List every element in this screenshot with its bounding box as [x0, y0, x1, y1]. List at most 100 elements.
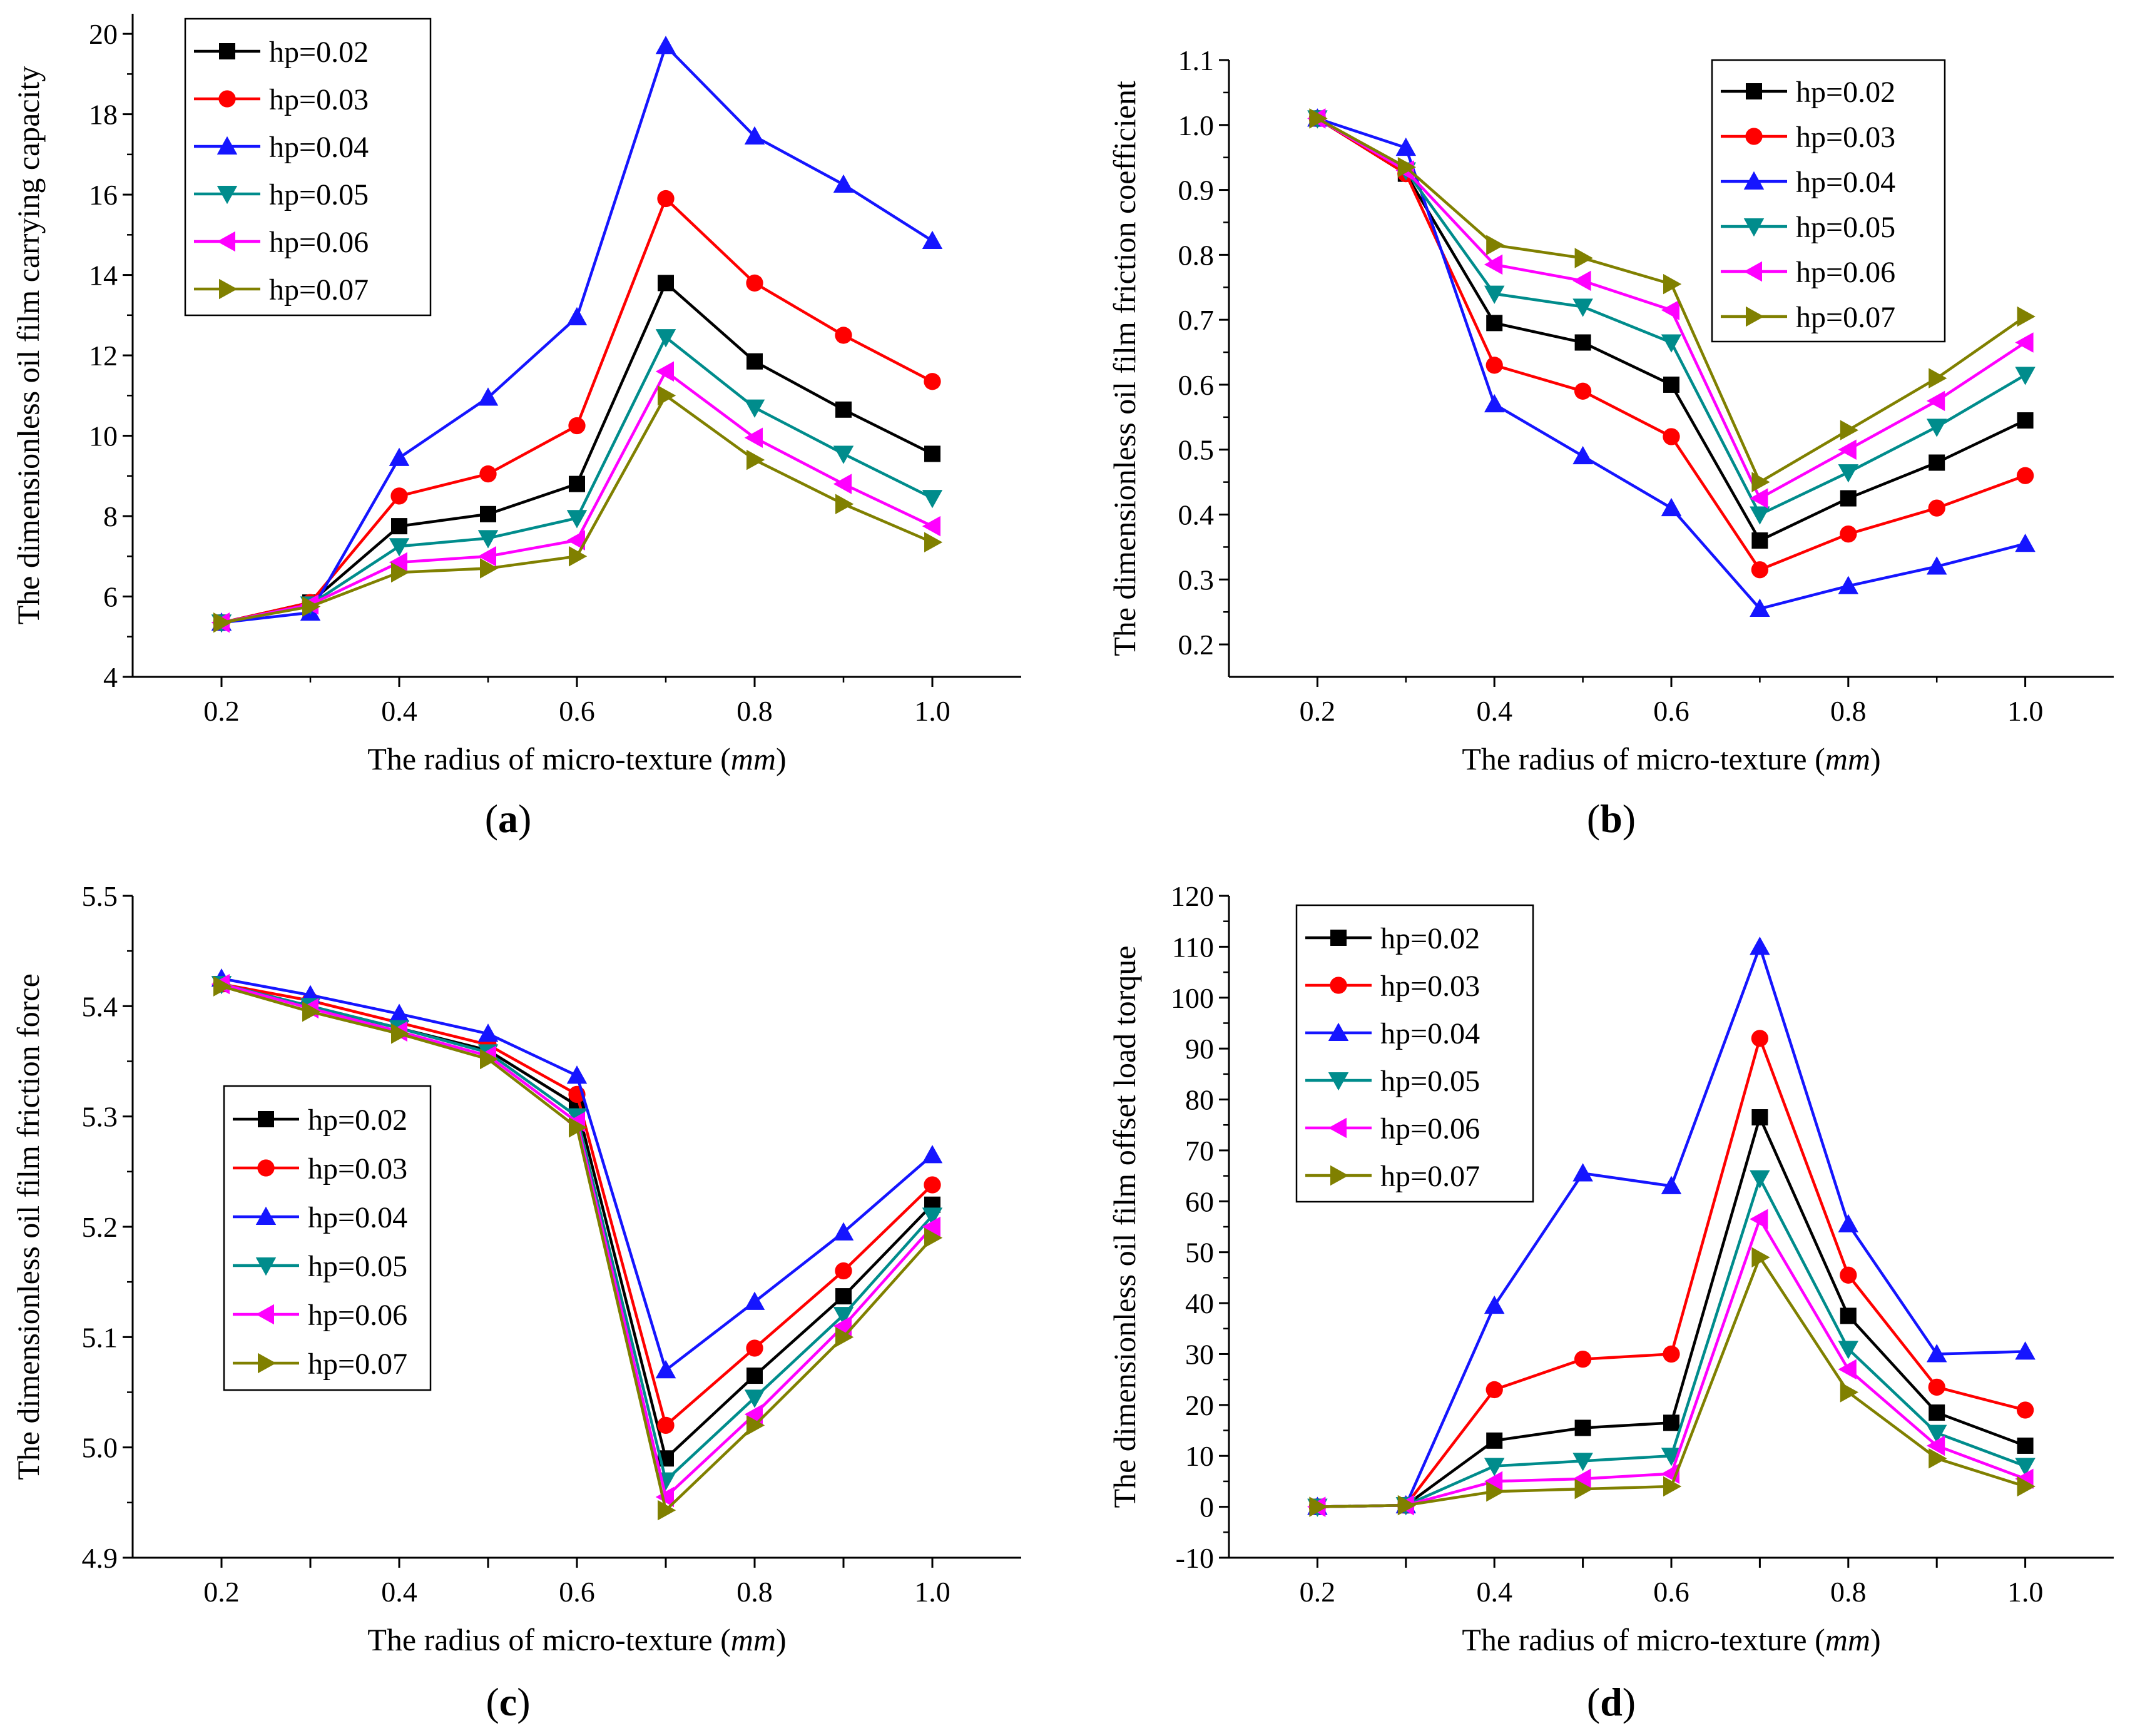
- x-axis-label: The radius of micro-texture (mm): [367, 741, 786, 776]
- legend-label: hp=0.05: [308, 1250, 407, 1283]
- data-point: [744, 427, 763, 449]
- x-tick-label: 0.6: [1653, 1576, 1689, 1608]
- y-axis-label: The dimensionless oil film friction coef…: [1107, 81, 1142, 656]
- legend: hp=0.02 hp=0.03 hp=0.04 hp=0.05 hp=0.06 hp=0.…: [184, 18, 432, 317]
- data-point: [655, 329, 676, 348]
- legend-label: hp=0.07: [308, 1348, 407, 1381]
- legend-label: hp=0.07: [1796, 301, 1895, 334]
- data-point: [1838, 439, 1857, 460]
- data-point: [1663, 1345, 1680, 1363]
- legend-marker: [255, 1257, 277, 1276]
- y-tick-label: 6: [103, 581, 118, 613]
- data-point: [2017, 412, 2034, 429]
- data-point: [1840, 420, 1859, 440]
- x-axis-label-main: The radius of micro-texture (: [1462, 741, 1825, 776]
- x-tick-label: 0.6: [559, 695, 595, 727]
- legend-label: hp=0.02: [308, 1104, 407, 1137]
- data-point: [302, 1001, 321, 1022]
- data-point: [1309, 1496, 1328, 1517]
- chart-panel-b: 0.2 0.3 0.4 0.5 0.6 0.7 0.8 0.9 1.0 1.1 0.2 0.4 0.6 0…: [1107, 44, 2114, 841]
- data-point: [1929, 1404, 1945, 1421]
- x-tick-label: 0.2: [203, 695, 240, 727]
- legend: hp=0.02 hp=0.03 hp=0.04 hp=0.05 hp=0.06 hp=0.…: [223, 1085, 432, 1391]
- panel-label-letter: a: [498, 796, 518, 841]
- data-point: [1926, 390, 1945, 412]
- data-point: [1572, 445, 1593, 465]
- y-tick-label: 40: [1185, 1287, 1214, 1319]
- x-axis-label-main: The radius of micro-texture (: [1462, 1622, 1825, 1657]
- data-point: [1838, 1214, 1859, 1232]
- legend-marker: [219, 43, 235, 59]
- data-point: [922, 1145, 943, 1164]
- data-point: [1750, 506, 1770, 525]
- legend-marker: [217, 186, 238, 205]
- legend-label: hp=0.04: [308, 1201, 407, 1234]
- legend-label: hp=0.02: [269, 36, 369, 69]
- legend-marker: [1330, 977, 1347, 994]
- data-point: [477, 530, 499, 549]
- data-point: [922, 230, 943, 249]
- x-tick-label: 0.4: [1476, 695, 1512, 727]
- y-tick-label: 5.2: [82, 1211, 118, 1243]
- data-point: [1663, 1476, 1682, 1497]
- legend-label: hp=0.05: [1796, 211, 1895, 244]
- legend-label: hp=0.03: [1796, 121, 1895, 154]
- x-tick-label: 1.0: [914, 1576, 950, 1608]
- data-point: [1484, 1458, 1505, 1476]
- legend-label: hp=0.04: [1380, 1017, 1480, 1050]
- y-tick-label: 5.3: [82, 1101, 118, 1133]
- legend-marker: [217, 136, 238, 155]
- data-point: [391, 1023, 410, 1044]
- x-tick-label: 0.2: [203, 1576, 240, 1608]
- legend-box: [1295, 904, 1534, 1203]
- data-point: [1574, 1419, 1591, 1436]
- data-point: [1574, 382, 1592, 400]
- x-tick-label: 1.0: [914, 695, 950, 727]
- data-point: [1838, 1359, 1857, 1380]
- y-tick-label: 90: [1185, 1033, 1214, 1065]
- data-point: [1661, 334, 1682, 353]
- data-point: [480, 1048, 499, 1070]
- panel-label-open: (: [485, 796, 498, 841]
- y-tick-label: 50: [1185, 1237, 1214, 1269]
- data-point: [566, 1065, 588, 1084]
- legend-label: hp=0.04: [1796, 166, 1895, 199]
- x-axis-label-close: ): [776, 1622, 787, 1657]
- y-axis-label: The dimensionless oil film offset load t…: [1107, 946, 1142, 1508]
- data-point: [744, 399, 765, 418]
- data-point: [747, 1415, 765, 1436]
- y-tick-label: 0.5: [1178, 434, 1215, 466]
- data-point: [922, 1216, 940, 1237]
- data-point: [924, 1227, 943, 1248]
- data-point: [1751, 561, 1769, 579]
- y-tick-label: 0.2: [1178, 629, 1215, 661]
- y-tick-label: 0: [1200, 1491, 1214, 1523]
- data-point: [924, 445, 940, 462]
- data-point: [1574, 1478, 1593, 1500]
- data-point: [655, 361, 674, 382]
- legend-marker: [1746, 306, 1765, 327]
- data-point: [2017, 1437, 2034, 1454]
- x-axis-label-close: ): [1870, 1622, 1881, 1657]
- y-axis-label: The dimensionless oil film carrying capa…: [11, 66, 46, 625]
- y-tick-label: -10: [1176, 1542, 1214, 1574]
- series-line-hp=0.02: [221, 282, 934, 624]
- data-point: [1486, 1481, 1505, 1502]
- data-point: [657, 1416, 675, 1434]
- data-point: [1572, 298, 1593, 317]
- data-point: [1750, 488, 1768, 509]
- data-point: [744, 1389, 765, 1408]
- y-tick-label: 14: [89, 260, 118, 292]
- data-point: [1838, 1341, 1859, 1359]
- data-point: [1663, 428, 1680, 445]
- y-tick-label: 30: [1185, 1338, 1214, 1370]
- y-tick-label: 120: [1171, 880, 1214, 912]
- data-point: [569, 475, 585, 492]
- legend-marker: [1330, 1165, 1349, 1186]
- y-tick-label: 10: [1185, 1440, 1214, 1472]
- data-point: [1751, 1030, 1769, 1047]
- y-tick-label: 1.0: [1178, 109, 1215, 141]
- data-point: [1750, 1209, 1768, 1230]
- data-point: [744, 1291, 765, 1310]
- data-point: [302, 596, 321, 617]
